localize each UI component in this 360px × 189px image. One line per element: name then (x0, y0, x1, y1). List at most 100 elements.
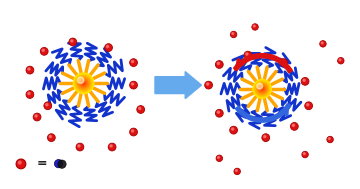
Circle shape (82, 82, 85, 84)
Circle shape (216, 155, 222, 162)
FancyArrow shape (155, 72, 202, 99)
Circle shape (255, 81, 270, 97)
Circle shape (328, 138, 330, 139)
Circle shape (137, 106, 145, 113)
Circle shape (207, 83, 209, 85)
Circle shape (71, 40, 73, 42)
Circle shape (69, 38, 77, 46)
Circle shape (291, 122, 298, 130)
Circle shape (259, 86, 265, 92)
Circle shape (258, 85, 266, 93)
Circle shape (253, 80, 271, 98)
Circle shape (257, 84, 267, 94)
Circle shape (261, 88, 263, 90)
Circle shape (302, 151, 308, 158)
Circle shape (76, 76, 91, 91)
Circle shape (303, 153, 305, 155)
Circle shape (320, 41, 326, 47)
Circle shape (82, 82, 85, 85)
Circle shape (131, 83, 134, 85)
Circle shape (35, 115, 37, 117)
Circle shape (77, 77, 84, 84)
Circle shape (257, 84, 267, 94)
Circle shape (75, 74, 93, 92)
Circle shape (260, 86, 265, 91)
Circle shape (260, 87, 264, 91)
Circle shape (254, 81, 270, 97)
Circle shape (260, 87, 264, 91)
Circle shape (307, 104, 309, 106)
Circle shape (282, 60, 284, 63)
Circle shape (231, 128, 234, 130)
Circle shape (217, 62, 220, 64)
Circle shape (253, 80, 271, 98)
Circle shape (79, 79, 88, 88)
Circle shape (78, 78, 88, 88)
Circle shape (77, 77, 90, 90)
Circle shape (28, 68, 30, 70)
Circle shape (18, 161, 21, 164)
Circle shape (256, 83, 268, 95)
Circle shape (255, 82, 269, 96)
Circle shape (139, 107, 141, 109)
Circle shape (230, 126, 238, 134)
Circle shape (130, 128, 138, 136)
Circle shape (40, 47, 48, 55)
Circle shape (253, 25, 255, 27)
Circle shape (54, 160, 63, 168)
Circle shape (131, 60, 134, 63)
Circle shape (33, 113, 41, 121)
Circle shape (74, 74, 93, 93)
Circle shape (254, 81, 271, 97)
Circle shape (257, 83, 268, 94)
Circle shape (261, 88, 263, 90)
Circle shape (44, 102, 52, 110)
Circle shape (217, 111, 220, 113)
Circle shape (83, 83, 84, 84)
Text: =: = (37, 157, 48, 170)
Circle shape (232, 33, 234, 34)
Circle shape (259, 86, 265, 92)
Circle shape (256, 82, 269, 95)
Circle shape (58, 160, 66, 168)
Circle shape (77, 77, 90, 89)
Circle shape (80, 80, 87, 87)
Circle shape (130, 81, 138, 89)
Circle shape (301, 77, 309, 85)
Circle shape (230, 31, 237, 38)
Circle shape (217, 156, 219, 158)
Circle shape (81, 81, 86, 85)
Circle shape (77, 76, 90, 90)
Circle shape (256, 83, 269, 95)
Circle shape (75, 75, 92, 92)
Circle shape (81, 80, 86, 86)
Circle shape (255, 82, 270, 96)
Circle shape (46, 104, 48, 106)
Circle shape (76, 143, 84, 151)
Circle shape (262, 134, 270, 142)
Circle shape (108, 143, 116, 151)
Circle shape (78, 78, 89, 88)
Circle shape (48, 134, 55, 142)
Circle shape (80, 79, 87, 87)
Circle shape (130, 59, 138, 67)
Circle shape (131, 130, 134, 132)
Circle shape (105, 44, 112, 51)
Circle shape (235, 170, 237, 171)
Circle shape (321, 42, 323, 44)
Circle shape (303, 79, 305, 81)
Circle shape (76, 76, 91, 91)
Circle shape (81, 81, 86, 86)
Circle shape (261, 88, 264, 90)
Circle shape (280, 59, 288, 67)
Circle shape (78, 77, 89, 89)
Circle shape (78, 145, 80, 147)
Circle shape (339, 59, 341, 61)
Circle shape (205, 81, 212, 89)
Circle shape (107, 45, 109, 48)
Circle shape (28, 92, 30, 94)
Circle shape (292, 124, 294, 126)
Circle shape (73, 73, 94, 93)
Circle shape (42, 49, 44, 51)
Circle shape (49, 136, 51, 138)
